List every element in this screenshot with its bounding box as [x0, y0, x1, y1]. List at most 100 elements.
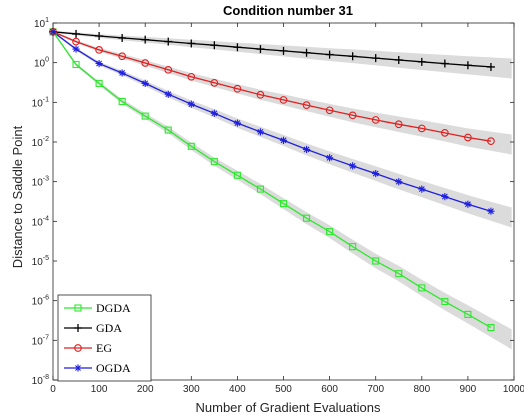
data-point — [95, 79, 103, 87]
data-point — [164, 65, 173, 74]
data-point — [95, 32, 104, 41]
data-point — [95, 59, 103, 68]
x-tick-label: 0 — [50, 384, 56, 395]
data-point — [463, 61, 472, 70]
data-point — [279, 200, 288, 208]
legend-label: EG — [96, 341, 112, 355]
data-point — [164, 126, 172, 134]
data-point — [279, 136, 288, 144]
data-point — [372, 169, 380, 178]
data-point — [487, 137, 495, 146]
data-point — [256, 128, 265, 136]
data-point — [417, 124, 426, 133]
data-point — [118, 33, 127, 42]
data-point — [118, 52, 126, 61]
data-point — [141, 35, 150, 44]
data-point — [164, 37, 173, 46]
data-point — [72, 37, 80, 46]
chart-title: Condition number 31 — [223, 3, 353, 18]
data-point — [371, 116, 380, 124]
data-point — [164, 90, 172, 98]
data-point — [302, 48, 311, 57]
x-tick-label: 400 — [229, 384, 246, 395]
data-point — [210, 41, 219, 50]
data-point — [210, 109, 218, 117]
data-point — [279, 46, 288, 55]
data-point — [72, 45, 80, 53]
data-point — [233, 119, 241, 127]
series-line — [52, 31, 492, 142]
data-point — [74, 304, 82, 312]
data-point — [371, 54, 380, 63]
data-point — [256, 90, 265, 99]
data-point — [141, 112, 149, 120]
x-tick-label: 1000 — [503, 384, 524, 395]
data-point — [187, 72, 196, 81]
legend-label: GDA — [96, 321, 122, 335]
x-tick-label: 700 — [367, 384, 384, 395]
series-line — [52, 31, 492, 329]
data-point — [372, 257, 380, 265]
data-point — [418, 284, 426, 292]
data-point — [325, 106, 334, 115]
data-point — [464, 200, 472, 208]
data-point — [256, 185, 265, 193]
data-point — [487, 324, 495, 332]
data-point — [394, 55, 403, 64]
x-axis-label: Number of Gradient Evaluations — [196, 400, 381, 415]
data-point — [464, 310, 472, 318]
data-point — [326, 154, 334, 162]
data-point — [141, 59, 150, 67]
data-point — [486, 62, 495, 71]
legend-label: OGDA — [96, 361, 131, 375]
x-tick-label: 300 — [183, 384, 200, 395]
data-point — [233, 43, 242, 52]
data-point — [187, 142, 195, 150]
data-point — [464, 133, 472, 142]
data-point — [326, 228, 334, 236]
legend: DGDA GDA EG OGDA — [57, 294, 152, 382]
y-axis-label: Distance to Saddle Point — [10, 125, 25, 268]
data-point — [118, 97, 126, 106]
data-point — [441, 298, 449, 306]
data-point — [233, 84, 242, 93]
data-point — [348, 111, 357, 120]
data-point — [210, 158, 218, 166]
data-point — [440, 59, 449, 68]
data-point — [302, 101, 311, 109]
series-line — [52, 31, 492, 212]
legend-label: DGDA — [96, 301, 131, 315]
data-point — [395, 178, 403, 186]
data-point — [487, 207, 495, 215]
data-point — [72, 29, 81, 38]
x-tick-label: 200 — [137, 384, 154, 395]
confidence-band — [53, 30, 512, 228]
data-point — [302, 145, 311, 154]
data-point — [72, 60, 80, 69]
x-tick-label: 500 — [275, 384, 292, 395]
legend-box — [57, 294, 152, 382]
data-point — [95, 46, 103, 54]
data-point — [118, 69, 126, 77]
data-point — [187, 100, 195, 108]
data-point — [141, 79, 149, 88]
data-point — [417, 57, 426, 66]
data-point — [233, 171, 241, 179]
data-point — [418, 185, 426, 193]
data-point — [279, 96, 288, 104]
data-point — [74, 324, 82, 332]
data-point — [302, 214, 311, 222]
data-point — [74, 364, 82, 372]
data-point — [74, 344, 82, 352]
x-tick-label: 900 — [460, 384, 477, 395]
data-point — [187, 39, 196, 48]
data-point — [349, 162, 357, 170]
data-point — [348, 52, 357, 61]
x-tick-label: 600 — [321, 384, 338, 395]
data-point — [394, 120, 403, 129]
data-point — [395, 270, 403, 278]
confidence-band — [53, 30, 512, 350]
data-point — [210, 78, 219, 87]
data-point — [349, 243, 357, 251]
